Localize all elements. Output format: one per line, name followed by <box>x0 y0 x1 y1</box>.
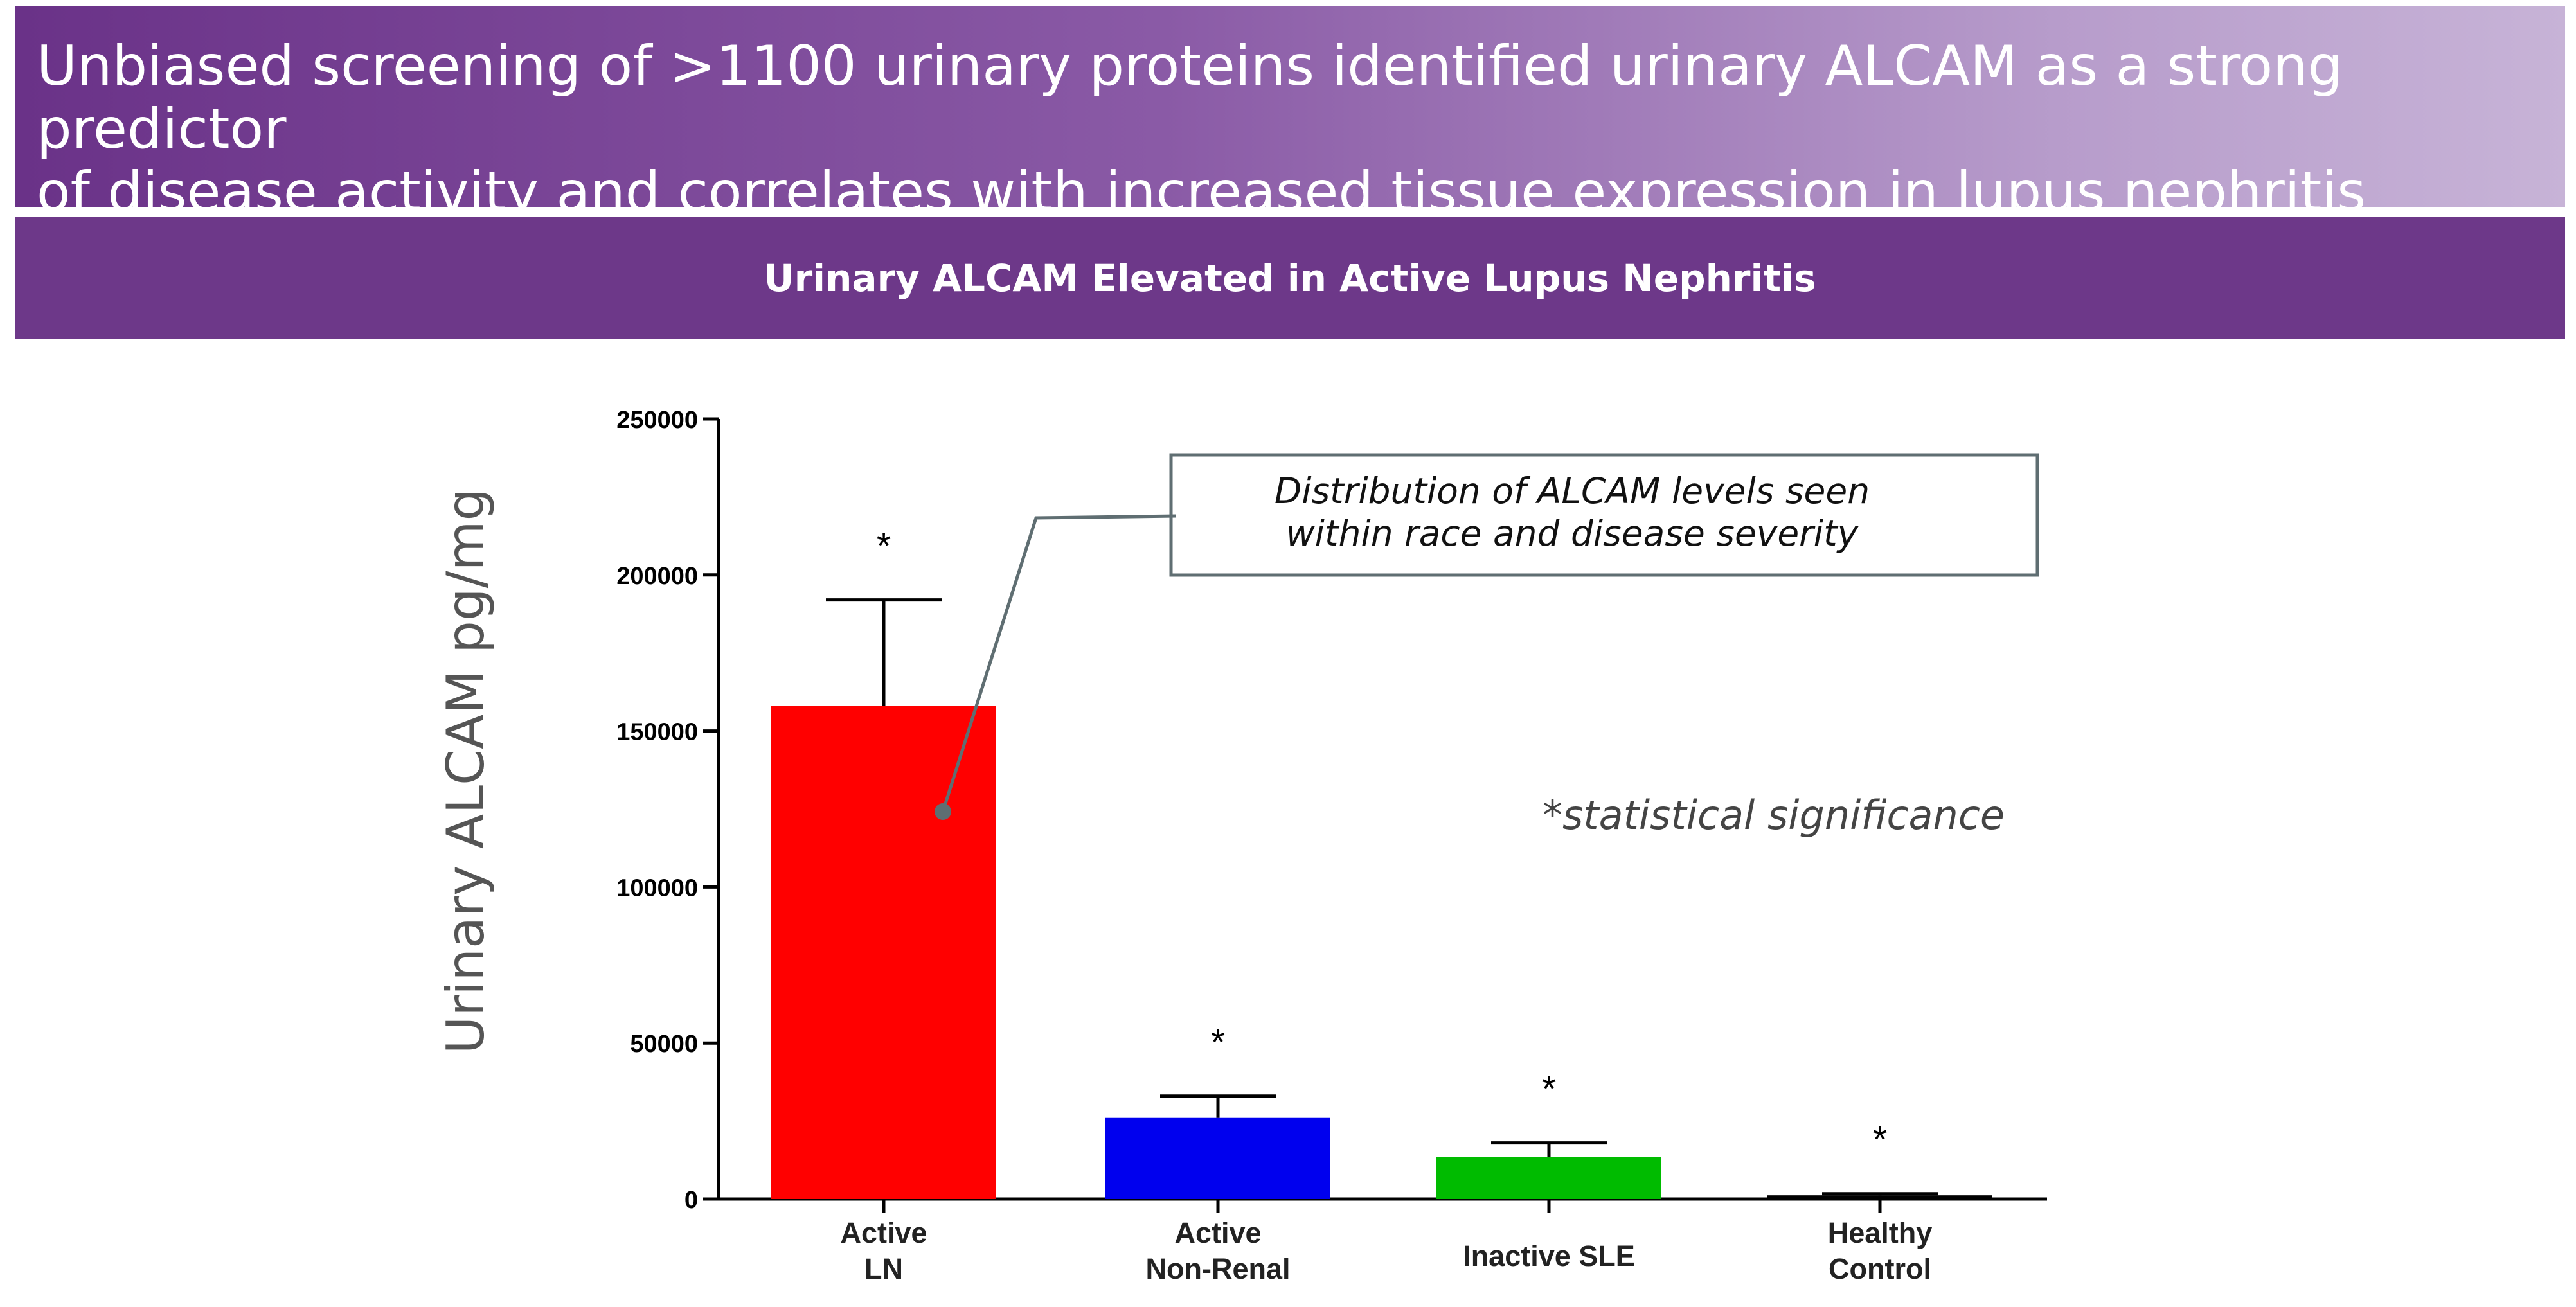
bar <box>1105 1117 1330 1199</box>
y-tick-label: 200000 <box>616 563 698 590</box>
x-tick-label: Control <box>1829 1252 1931 1285</box>
y-tick-label: 250000 <box>616 407 698 434</box>
significance-note: *statistical significance <box>1543 792 2005 839</box>
callout-leader-dot <box>935 803 951 820</box>
significance-marker: * <box>1211 1022 1226 1063</box>
bar <box>1767 1195 1992 1199</box>
significance-marker: * <box>1873 1119 1888 1161</box>
bar <box>771 706 996 1199</box>
y-tick-label: 0 <box>684 1187 698 1214</box>
x-tick-label: Healthy <box>1828 1216 1933 1249</box>
y-tick-label: 100000 <box>616 875 698 902</box>
y-tick-label: 150000 <box>616 719 698 746</box>
x-tick-label: Active <box>840 1216 927 1249</box>
chart-title: Urinary ALCAM Elevated in Active Lupus N… <box>764 256 1816 300</box>
y-tick-label: 50000 <box>630 1031 698 1058</box>
x-tick-label: Active <box>1174 1216 1261 1249</box>
bar <box>1436 1157 1661 1199</box>
callout-text: within race and disease severity <box>1286 513 1859 554</box>
significance-marker: * <box>877 526 891 567</box>
callout-box <box>1169 453 2039 577</box>
callout-leader-line <box>941 514 1177 812</box>
header-banner: Unbiased screening of >1100 urinary prot… <box>15 6 2565 287</box>
slide-title: Unbiased screening of >1100 urinary prot… <box>37 34 2366 287</box>
significance-marker: * <box>1542 1069 1557 1110</box>
chart-title-bar: Urinary ALCAM Elevated in Active Lupus N… <box>15 217 2565 339</box>
x-tick-label: Inactive SLE <box>1463 1240 1635 1272</box>
x-tick-label: Non-Renal <box>1146 1252 1291 1285</box>
x-tick-label: LN <box>864 1252 903 1285</box>
callout-text: Distribution of ALCAM levels seen <box>1275 470 1870 511</box>
y-axis-title: Urinary ALCAM pg/mg <box>436 488 496 1054</box>
